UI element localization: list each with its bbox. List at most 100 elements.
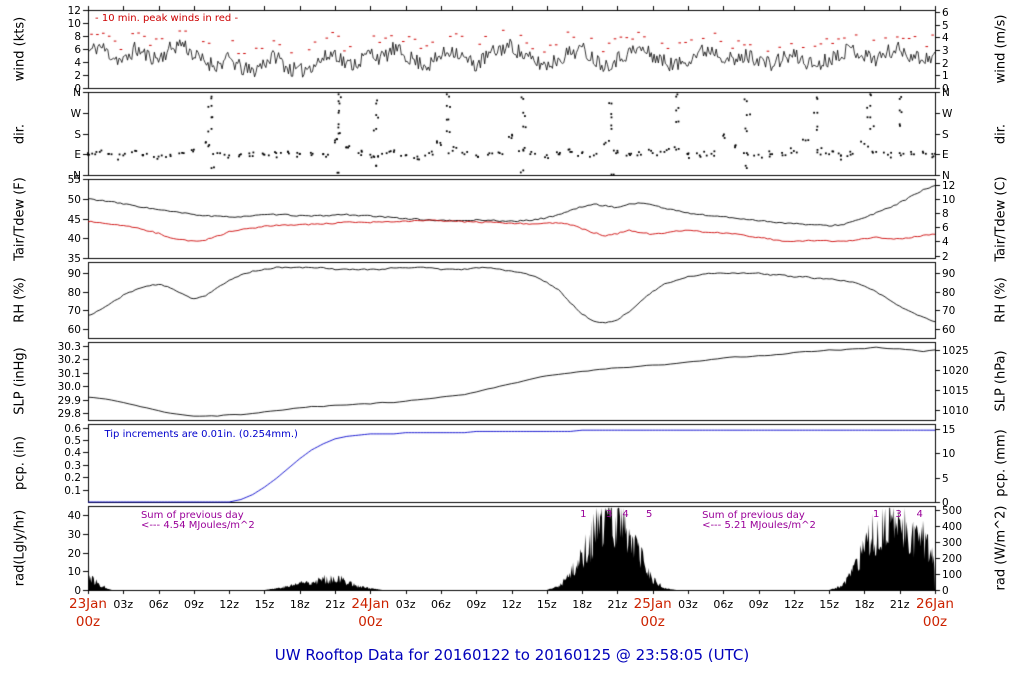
x-tick-label: 06z	[431, 598, 451, 611]
x-tick-label: 06z	[713, 598, 734, 611]
axis-label-left-dir: dir.	[12, 123, 28, 144]
ytick-right-pcp: 10	[942, 447, 956, 460]
axis-label-left-rh: RH (%)	[12, 277, 28, 323]
ytick-right-rh: 80	[942, 286, 956, 299]
ytick-left-rad: 0	[74, 584, 81, 597]
annotation-rad-2: Sum of previous day	[702, 510, 805, 521]
ytick-right-wind: 0	[942, 82, 949, 95]
ytick-left-temperature: 35	[67, 252, 81, 265]
axis-label-right-temperature: Tair/Tdew (C)	[993, 175, 1009, 262]
ytick-left-rh: 60	[67, 323, 81, 336]
ytick-right-wind: 2	[942, 57, 949, 70]
ytick-left-pcp: 0.4	[64, 446, 81, 459]
ytick-left-rad: 10	[67, 565, 81, 578]
x-day-label: 24Jan	[351, 596, 390, 612]
ytick-left-slp: 30.1	[57, 367, 81, 380]
ytick-left-slp: 29.9	[57, 394, 81, 407]
ytick-left-temperature: 40	[67, 232, 81, 245]
annotation-rad-7: 5	[645, 509, 653, 520]
ytick-left-dir: E	[74, 148, 81, 161]
x-tick-label: 18z	[854, 598, 875, 611]
ytick-left-temperature: 50	[67, 193, 81, 206]
ytick-right-temperature: 6	[942, 221, 949, 234]
ytick-right-dir: E	[942, 148, 949, 161]
annotation-rad-6: 4	[622, 509, 629, 520]
annotation-pcp-0: Tip increments are 0.01in. (0.254mm.)	[104, 429, 298, 440]
ytick-left-rh: 80	[67, 286, 81, 299]
x-tick-label: 18z	[289, 598, 310, 611]
ytick-left-temperature: 45	[67, 213, 81, 226]
x-tick-label: 21z	[607, 598, 628, 611]
ytick-right-wind: 4	[942, 31, 949, 44]
annotation-rad-4: 1	[580, 509, 587, 520]
x-day-hour-label: 00z	[358, 614, 383, 630]
ytick-right-wind: 3	[942, 44, 949, 57]
x-tick-label: 06z	[148, 598, 169, 611]
axis-label-left-wind: wind (kts)	[12, 16, 28, 82]
ytick-right-wind: 1	[942, 69, 949, 82]
ytick-right-slp: 1015	[942, 384, 969, 397]
ytick-right-pcp: 5	[942, 472, 949, 485]
annotation-wind-0: - 10 min. peak winds in red -	[95, 13, 239, 24]
axis-label-left-temperature: Tair/Tdew (F)	[12, 176, 28, 261]
ytick-right-rh: 90	[942, 267, 956, 280]
x-tick-label: 03z	[395, 598, 416, 611]
ytick-right-temperature: 4	[942, 235, 949, 248]
ytick-right-slp: 1020	[942, 364, 969, 377]
ytick-left-rad: 40	[67, 509, 81, 522]
ytick-left-wind: 0	[74, 82, 81, 95]
x-tick-label: 15z	[819, 598, 840, 611]
ytick-left-temperature: 55	[67, 173, 81, 186]
x-day-label: 25Jan	[633, 596, 672, 612]
x-tick-label: 09z	[748, 598, 769, 611]
ytick-left-slp: 30.2	[57, 353, 81, 366]
x-day-label: 23Jan	[69, 596, 107, 612]
ytick-left-wind: 8	[74, 30, 81, 43]
x-tick-label: 18z	[572, 598, 592, 611]
x-tick-label: 15z	[254, 598, 275, 611]
axis-label-right-dir: dir.	[993, 123, 1009, 144]
x-tick-label: 03z	[113, 598, 134, 611]
x-tick-label: 09z	[466, 598, 487, 611]
ytick-left-wind: 12	[67, 4, 81, 17]
ytick-left-wind: 10	[67, 17, 81, 30]
x-tick-label: 09z	[183, 598, 204, 611]
ytick-right-rad: 400	[942, 520, 963, 533]
axis-label-right-wind: wind (m/s)	[993, 14, 1009, 84]
ytick-right-dir: W	[942, 107, 953, 120]
chart-title: UW Rooftop Data for 20160122 to 20160125…	[274, 646, 750, 664]
x-tick-label: 21z	[325, 598, 345, 611]
ytick-right-temperature: 10	[942, 193, 956, 206]
ytick-left-pcp: 0.6	[64, 422, 81, 435]
x-tick-label: 12z	[501, 598, 522, 611]
x-day-label: 26Jan	[916, 596, 954, 612]
ytick-right-wind: 5	[942, 19, 949, 32]
x-tick-label: 15z	[536, 598, 557, 611]
axis-label-left-rad: rad(Lgly/hr)	[12, 509, 28, 587]
ytick-right-temperature: 2	[942, 250, 949, 263]
ytick-right-pcp: 15	[942, 423, 956, 436]
annotation-rad-3: <--- 5.21 MJoules/m^2	[702, 520, 816, 531]
ytick-left-pcp: 0.2	[64, 471, 81, 484]
ytick-right-rad: 100	[942, 568, 963, 581]
ytick-left-rad: 30	[67, 528, 81, 541]
ytick-right-temperature: 8	[942, 207, 949, 220]
ytick-right-rad: 300	[942, 536, 963, 549]
axis-label-right-rad: rad (W/m^2)	[993, 505, 1009, 591]
ytick-left-rh: 90	[67, 267, 81, 280]
ytick-right-slp: 1025	[942, 344, 969, 357]
ytick-right-pcp: 0	[942, 496, 949, 509]
ytick-left-wind: 2	[74, 69, 81, 82]
ytick-right-rad: 0	[942, 584, 949, 597]
ytick-right-dir: S	[942, 128, 949, 141]
axis-label-right-slp: SLP (hPa)	[993, 350, 1009, 412]
axis-label-right-pcp: pcp. (mm)	[993, 429, 1009, 497]
ytick-left-dir: N	[73, 86, 81, 99]
ytick-right-rad: 200	[942, 552, 963, 565]
ytick-right-dir: N	[942, 169, 950, 182]
ytick-left-wind: 6	[74, 43, 81, 56]
annotation-rad-0: Sum of previous day	[140, 510, 244, 521]
annotation-rad-5: 3	[605, 509, 613, 520]
